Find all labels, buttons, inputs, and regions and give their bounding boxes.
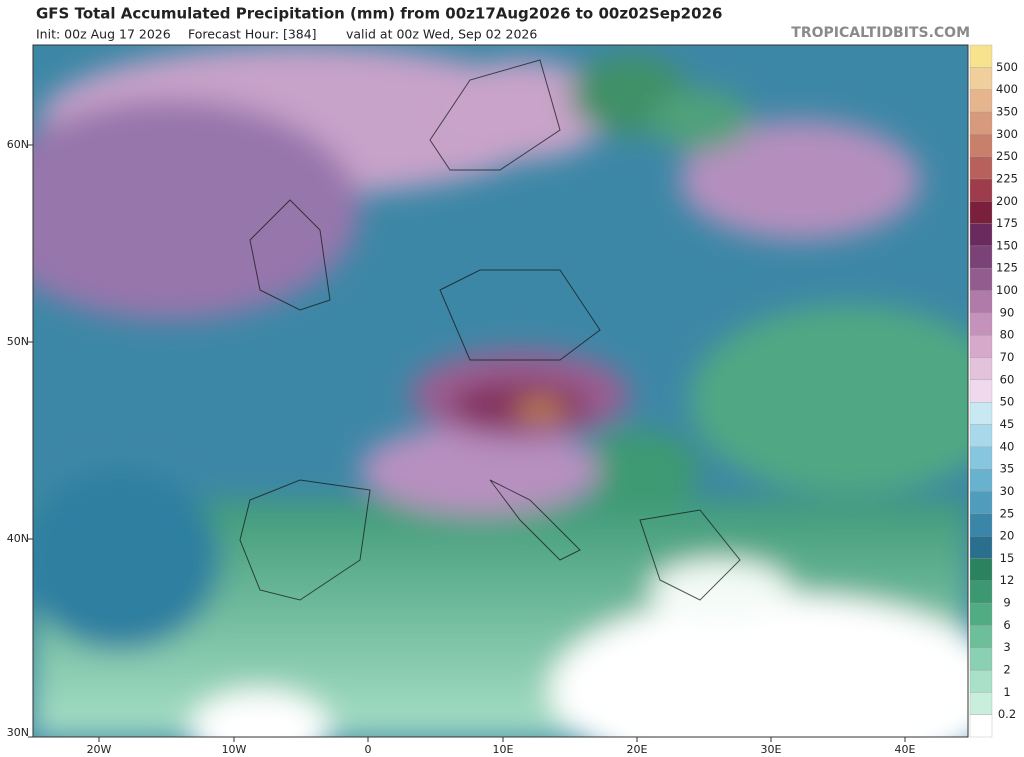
- lat-label: 50N: [7, 335, 29, 348]
- colorbar-label: 250: [996, 149, 1018, 163]
- colorbar-segment: [969, 223, 993, 247]
- colorbar-segment: [969, 89, 993, 113]
- lon-label: 40E: [895, 743, 916, 756]
- colorbar: 0.21236912152025303540455060708090100125…: [969, 44, 1018, 738]
- colorbar-segment: [969, 513, 993, 537]
- colorbar-segment: [969, 535, 993, 559]
- colorbar-label: 350: [996, 104, 1018, 118]
- colorbar-segment: [969, 290, 993, 314]
- colorbar-label: 3: [1003, 640, 1010, 654]
- colorbar-segment: [969, 468, 993, 492]
- colorbar-segment: [969, 268, 993, 291]
- colorbar-segment: [969, 580, 993, 604]
- colorbar-label: 1: [1003, 685, 1010, 699]
- colorbar-segment: [969, 491, 993, 514]
- lon-label: 10E: [493, 743, 514, 756]
- forecast-hour: Forecast Hour: [384]: [188, 27, 317, 42]
- colorbar-segment: [969, 714, 993, 738]
- lon-label: 0: [365, 743, 372, 756]
- init-time: Init: 00z Aug 17 2026: [36, 27, 171, 42]
- precip-map: [33, 45, 968, 737]
- lat-label: 30N: [7, 726, 29, 739]
- colorbar-label: 500: [996, 60, 1018, 74]
- colorbar-label: 20: [1000, 529, 1015, 543]
- colorbar-segment: [969, 134, 993, 157]
- lon-label: 30E: [761, 743, 782, 756]
- colorbar-label: 60: [1000, 372, 1015, 386]
- colorbar-label: 45: [1000, 417, 1015, 431]
- colorbar-label: 300: [996, 127, 1018, 141]
- lon-label: 10W: [222, 743, 247, 756]
- colorbar-label: 12: [1000, 573, 1015, 587]
- colorbar-segment: [969, 201, 993, 224]
- title: GFS Total Accumulated Precipitation (mm)…: [36, 5, 722, 23]
- colorbar-segment: [969, 245, 993, 269]
- colorbar-label: 125: [996, 261, 1018, 275]
- lat-label: 40N: [7, 532, 29, 545]
- colorbar-segment: [969, 111, 993, 135]
- colorbar-segment: [969, 558, 993, 581]
- colorbar-segment: [969, 312, 993, 336]
- colorbar-label: 0.2: [998, 707, 1016, 721]
- colorbar-segment: [969, 446, 993, 470]
- colorbar-segment: [969, 424, 993, 447]
- colorbar-label: 225: [996, 171, 1018, 185]
- valid-time: valid at 00z Wed, Sep 02 2026: [346, 27, 537, 42]
- colorbar-segment: [969, 669, 993, 693]
- colorbar-label: 15: [1000, 551, 1015, 565]
- colorbar-segment: [969, 602, 993, 626]
- colorbar-label: 35: [1000, 462, 1015, 476]
- colorbar-label: 90: [1000, 305, 1015, 319]
- colorbar-label: 2: [1003, 663, 1010, 677]
- lon-label: 20W: [87, 743, 112, 756]
- colorbar-label: 400: [996, 82, 1018, 96]
- colorbar-segment: [969, 178, 993, 202]
- colorbar-segment: [969, 402, 993, 425]
- colorbar-segment: [969, 357, 993, 380]
- colorbar-segment: [969, 647, 993, 671]
- colorbar-label: 200: [996, 194, 1018, 208]
- colorbar-label: 6: [1003, 618, 1010, 632]
- colorbar-label: 150: [996, 238, 1018, 252]
- colorbar-segment: [969, 156, 993, 180]
- map-frame: [32, 44, 969, 738]
- colorbar-label: 25: [1000, 506, 1015, 520]
- colorbar-segment: [969, 379, 993, 403]
- colorbar-segment: [969, 692, 993, 715]
- axes: 60N 50N 40N 30N 20W 10W 0 10E 20E 30E 40E: [7, 138, 916, 756]
- credit: TROPICALTIDBITS.COM: [791, 25, 970, 41]
- lon-label: 20E: [627, 743, 648, 756]
- colorbar-segment: [969, 44, 993, 68]
- colorbar-label: 50: [1000, 395, 1015, 409]
- colorbar-segment: [969, 625, 993, 648]
- colorbar-label: 9: [1003, 596, 1010, 610]
- colorbar-label: 80: [1000, 328, 1015, 342]
- colorbar-segment: [969, 335, 993, 358]
- lat-label: 60N: [7, 138, 29, 151]
- colorbar-label: 30: [1000, 484, 1015, 498]
- colorbar-label: 40: [1000, 439, 1015, 453]
- colorbar-label: 175: [996, 216, 1018, 230]
- colorbar-label: 70: [1000, 350, 1015, 364]
- colorbar-label: 100: [996, 283, 1018, 297]
- colorbar-segment: [969, 67, 993, 90]
